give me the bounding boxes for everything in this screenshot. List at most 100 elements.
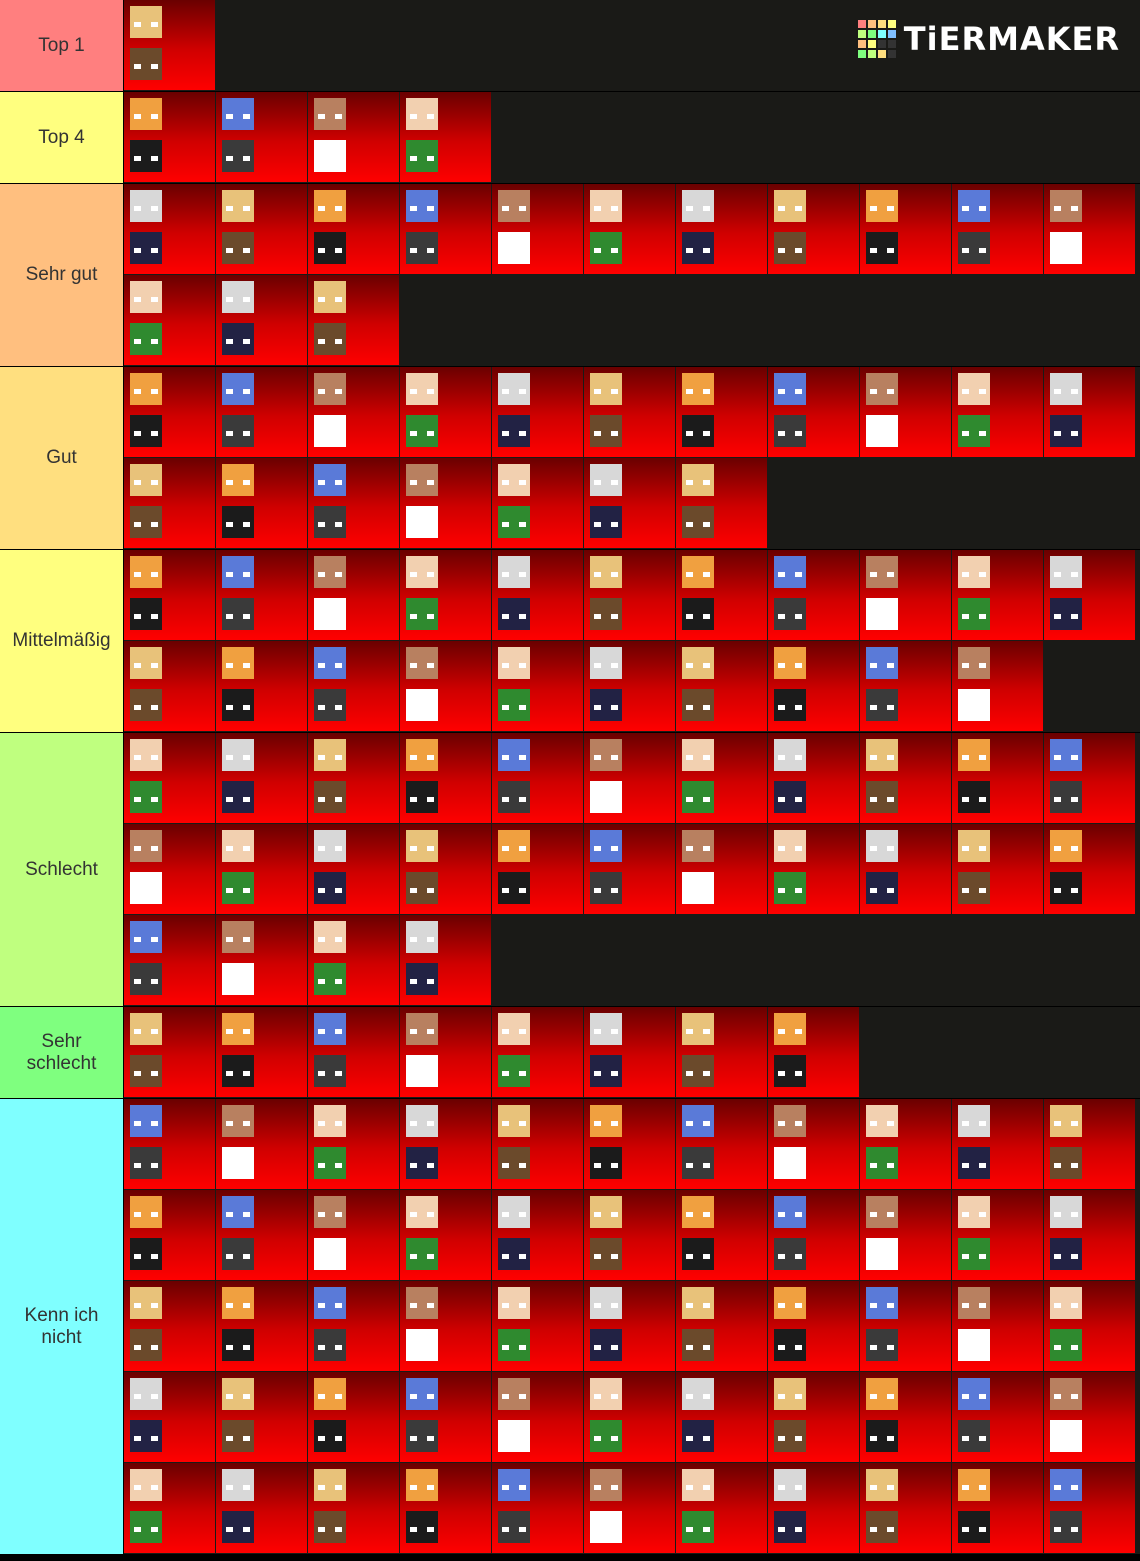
eye: [318, 1212, 325, 1217]
eye: [594, 431, 601, 436]
avatar-face: [406, 830, 438, 862]
eye: [318, 156, 325, 161]
avatar-face: [1050, 739, 1082, 771]
eye: [427, 1303, 434, 1308]
avatar-face: [130, 373, 162, 405]
avatar-face: [774, 1420, 806, 1452]
logo-text: TiERMAKER: [903, 20, 1120, 58]
avatar-tile: [952, 367, 1043, 457]
avatar-face: [958, 1420, 990, 1452]
avatar-face: [314, 647, 346, 679]
eye: [594, 1485, 601, 1490]
eye: [703, 755, 710, 760]
avatar-tile: [1044, 1099, 1135, 1189]
avatar-face: [682, 1238, 714, 1270]
eye: [1054, 1394, 1061, 1399]
eye: [226, 614, 233, 619]
avatar-tile: [400, 1463, 491, 1553]
eye: [611, 1485, 618, 1490]
avatar-tile: [676, 733, 767, 823]
eye: [226, 663, 233, 668]
avatar-tile: [492, 824, 583, 914]
avatar-face: [222, 1196, 254, 1228]
avatar-face: [590, 190, 622, 222]
avatar-tile: [216, 733, 307, 823]
avatar-tile: [768, 184, 859, 274]
eye: [243, 431, 250, 436]
eye: [703, 1345, 710, 1350]
eye: [611, 522, 618, 527]
eye: [502, 1436, 509, 1441]
eye: [703, 431, 710, 436]
eye: [611, 572, 618, 577]
eye: [410, 755, 417, 760]
avatar-tile: [860, 367, 951, 457]
eye: [1054, 1121, 1061, 1126]
eye: [151, 797, 158, 802]
eye: [979, 1163, 986, 1168]
eye: [243, 979, 250, 984]
avatar-tile: [860, 184, 951, 274]
avatar-face: [498, 506, 530, 538]
eye: [427, 389, 434, 394]
avatar-face: [774, 556, 806, 588]
avatar-face: [314, 1329, 346, 1361]
avatar-face: [590, 1511, 622, 1543]
eye: [318, 1071, 325, 1076]
eye: [1054, 1303, 1061, 1308]
eye: [427, 846, 434, 851]
eye: [962, 755, 969, 760]
eye: [335, 114, 342, 119]
avatar-face: [774, 1013, 806, 1045]
avatar-face: [682, 464, 714, 496]
avatar-face: [866, 647, 898, 679]
eye: [962, 1254, 969, 1259]
eye: [962, 797, 969, 802]
eye: [686, 755, 693, 760]
eye: [611, 1527, 618, 1532]
avatar-face: [130, 1287, 162, 1319]
eye: [410, 797, 417, 802]
eye: [703, 1394, 710, 1399]
eye: [335, 572, 342, 577]
eye: [502, 1394, 509, 1399]
avatar-face: [222, 830, 254, 862]
avatar-face: [498, 1196, 530, 1228]
eye: [1054, 206, 1061, 211]
avatar-face: [314, 830, 346, 862]
avatar-tile: [952, 1099, 1043, 1189]
avatar-face: [682, 689, 714, 721]
avatar-face: [314, 963, 346, 995]
eye: [134, 846, 141, 851]
eye: [1054, 1527, 1061, 1532]
eye: [134, 1071, 141, 1076]
eye: [795, 206, 802, 211]
eye: [318, 1254, 325, 1259]
avatar-tile: [860, 550, 951, 640]
eye: [778, 888, 785, 893]
eye: [519, 1485, 526, 1490]
avatar-face: [314, 1055, 346, 1087]
eye: [795, 705, 802, 710]
eye: [519, 1212, 526, 1217]
eye: [318, 705, 325, 710]
eye: [1071, 846, 1078, 851]
eye: [410, 1212, 417, 1217]
eye: [335, 389, 342, 394]
avatar-face: [958, 739, 990, 771]
eye: [243, 114, 250, 119]
avatar-face: [314, 1238, 346, 1270]
tier-label: Mittelmäßig: [0, 550, 124, 732]
eye: [243, 1029, 250, 1034]
eye: [703, 797, 710, 802]
tier-tiles: [124, 367, 1138, 549]
eye: [427, 156, 434, 161]
avatar-face: [866, 598, 898, 630]
avatar-face: [222, 1420, 254, 1452]
avatar-face: [406, 415, 438, 447]
eye: [243, 1163, 250, 1168]
avatar-face: [314, 1511, 346, 1543]
avatar-face: [774, 1329, 806, 1361]
avatar-face: [498, 1420, 530, 1452]
avatar-face: [222, 1105, 254, 1137]
